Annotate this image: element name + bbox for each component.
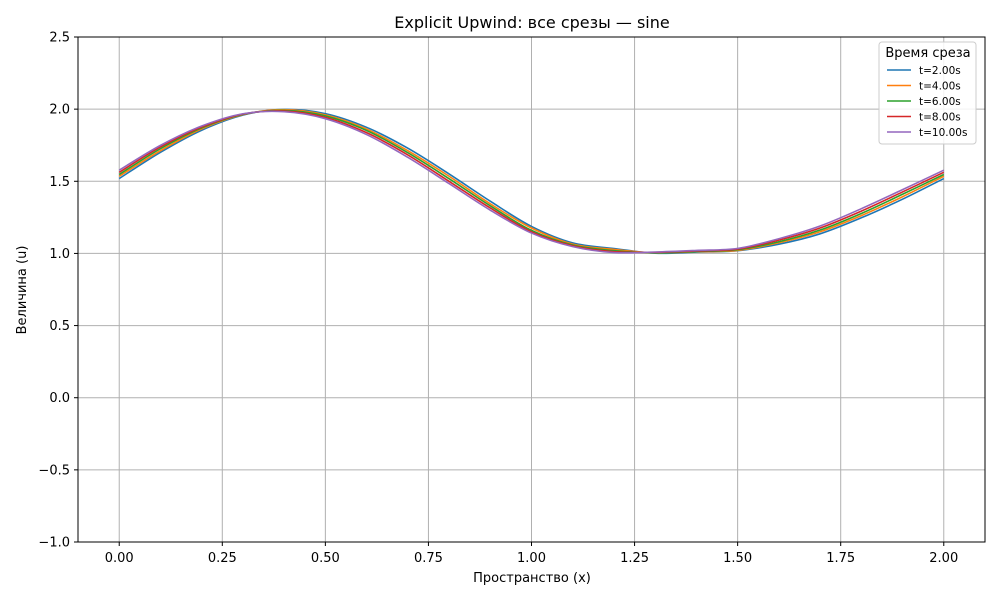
x-tick-label: 2.00 [929,551,958,566]
x-tick-label: 0.00 [105,551,134,566]
x-tick-label: 0.50 [311,551,340,566]
legend-label: t=2.00s [919,65,961,77]
x-tick-label: 0.75 [414,551,443,566]
x-axis-label: Пространство (x) [473,571,591,586]
y-tick-label: 1.0 [49,247,70,262]
y-tick-label: 2.5 [49,31,70,46]
legend-items: t=2.00s t=4.00s t=6.00s t=8.00s t=10.00s [887,65,967,139]
legend-label: t=8.00s [919,111,961,123]
y-tick-label: 0.5 [49,319,70,334]
y-tick-label: 2.0 [49,103,70,118]
x-tick-label: 1.75 [826,551,855,566]
legend-label: t=6.00s [919,96,961,108]
x-tick-label: 0.25 [208,551,237,566]
legend-box [878,41,977,145]
y-tick-label: 0.0 [49,391,70,406]
y-axis-label: Величина (u) [15,246,30,335]
x-tick-label: 1.50 [723,551,752,566]
legend-label: t=10.00s [919,127,967,139]
chart-title: Explicit Upwind: все срезы — sine [394,13,669,32]
x-tick-label: 1.25 [620,551,649,566]
series-line [118,110,945,254]
y-tick-label: 1.5 [49,175,70,190]
y-tick-label: −0.5 [38,463,70,478]
legend: Время среза t=2.00s t=4.00s t=6.00s t=8.00s… [878,41,977,145]
legend-title: Время среза [885,46,970,61]
y-tick-label: −1.0 [38,536,70,551]
y-axis-ticks: −1.0 −0.5 0.0 0.5 1.0 1.5 2.0 2.5 [38,31,78,551]
x-tick-label: 1.00 [517,551,546,566]
legend-label: t=4.00s [919,80,961,92]
plot-series [118,108,945,255]
x-axis-ticks: 0.00 0.25 0.50 0.75 1.00 1.25 1.50 1.75 2.00 [105,542,958,566]
